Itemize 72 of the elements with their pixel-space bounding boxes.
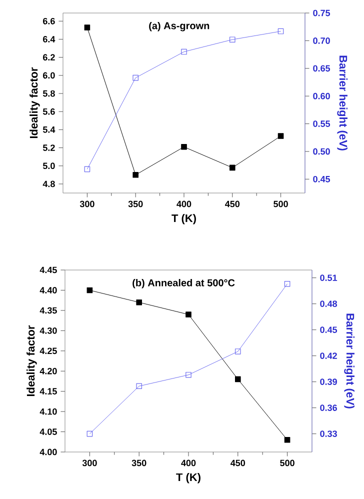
point: [186, 312, 192, 318]
point: [229, 164, 236, 171]
y-tick-label: 4.30: [40, 327, 57, 334]
y2-axis-title: Barrier height (eV): [337, 56, 348, 150]
point: [186, 372, 192, 378]
y-tick-label: 5.8: [42, 90, 55, 97]
y2-tick-label: 0.45: [320, 326, 338, 333]
x-tick-label: 350: [128, 200, 143, 208]
point: [284, 436, 290, 443]
y-tick-label: 6.6: [43, 18, 55, 24]
x-tick-label: 300: [82, 460, 97, 466]
point: [86, 430, 93, 437]
x-tick-label: 450: [225, 200, 240, 208]
y-tick-label: 4.20: [40, 368, 57, 374]
point: [229, 36, 236, 42]
y2-tick-label: 0.39: [320, 378, 337, 385]
y-tick-label: 5.0: [42, 162, 55, 170]
y2-tick-label: 0.60: [313, 92, 330, 100]
y2-tick-label: 0.45: [313, 176, 330, 182]
y2-tick-label: 0.70: [313, 38, 330, 44]
y-tick-label: 5.4: [42, 126, 56, 133]
x-tick-label: 300: [80, 200, 94, 208]
y-tick-label: 4.8: [42, 180, 55, 188]
point: [234, 348, 241, 354]
y-tick-label: 6.2: [43, 54, 55, 61]
point: [181, 144, 187, 150]
point: [278, 133, 284, 139]
y2-tick-label: 0.33: [320, 430, 337, 437]
text: (a) As-grown: [149, 22, 210, 32]
x-axis-title: T (K): [176, 473, 200, 484]
y2-tick-label: 0.51: [320, 274, 338, 281]
text: (b) Annealed at 500°C: [132, 278, 235, 288]
y2-axis-title: Barrier height (eV): [344, 314, 354, 408]
y-tick-label: 4.40: [40, 287, 57, 294]
y-tick-label: 4.15: [40, 388, 57, 394]
y-tick-label: 5.2: [42, 144, 55, 151]
point: [86, 287, 93, 294]
x-tick-label: 500: [280, 460, 294, 466]
x-tick-label: 350: [132, 460, 146, 466]
point: [181, 48, 187, 55]
y-tick-label: 4.35: [40, 307, 57, 314]
y2-tick-label: 0.48: [320, 300, 338, 307]
point: [84, 166, 90, 172]
x-axis-title: T (K): [172, 214, 196, 224]
x-tick-label: 500: [274, 200, 288, 208]
x-tick-label: 400: [181, 460, 196, 466]
x-tick-label: 450: [230, 460, 246, 466]
y2-tick-label: 0.42: [320, 352, 337, 359]
y-axis-title: Ideality factor: [26, 325, 37, 396]
point: [234, 376, 241, 382]
x-tick-label: 400: [176, 200, 192, 208]
point: [136, 383, 142, 390]
y-tick-label: 5.6: [42, 108, 55, 115]
y-tick-label: 4.10: [40, 408, 57, 415]
point: [132, 74, 138, 81]
y2-tick-label: 0.50: [313, 148, 330, 155]
y-axis-title: Ideality factor: [30, 67, 40, 138]
y-tick-label: 6.0: [43, 72, 55, 79]
point: [84, 24, 90, 30]
y-tick-label: 6.4: [43, 36, 56, 42]
point: [284, 280, 290, 287]
point: [278, 28, 284, 34]
y2-tick-label: 0.55: [313, 120, 330, 127]
y-tick-label: 4.00: [40, 448, 57, 456]
y-tick-label: 4.25: [40, 348, 57, 354]
y-tick-label: 4.05: [40, 428, 57, 435]
y2-tick-label: 0.65: [313, 65, 330, 72]
point: [132, 172, 138, 178]
y-tick-label: 4.45: [40, 266, 57, 274]
y2-tick-label: 0.36: [320, 404, 337, 411]
y2-tick-label: 0.75: [313, 10, 330, 16]
point: [136, 299, 142, 306]
